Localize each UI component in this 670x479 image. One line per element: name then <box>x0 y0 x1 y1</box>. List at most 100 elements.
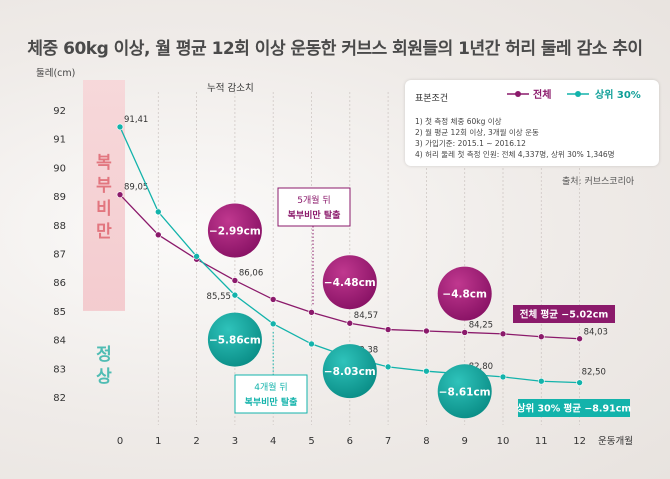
average-badge-total <box>513 305 615 323</box>
reduction-bubble-total <box>322 255 377 310</box>
x-tick-label: 2 <box>193 436 199 447</box>
zone-obese-label: 만 <box>96 222 112 242</box>
data-point-total <box>461 329 469 336</box>
callout-line-1: 5개월 뒤 <box>297 194 330 206</box>
data-point-total <box>537 333 545 341</box>
x-tick-label: 7 <box>385 436 391 447</box>
sample-info-box: 표본조건 전체 상위 30% 1) 첫 측정 체중 60kg 이상 2) 월 평… <box>405 80 659 166</box>
data-point-top30 <box>499 373 507 381</box>
data-point-total <box>423 327 430 335</box>
reduction-bubble-label: −4.8cm <box>442 289 487 301</box>
zone-normal-label: 상 <box>96 367 112 387</box>
reduction-bubble-label: −5.86cm <box>209 335 261 347</box>
data-label-total: 86,06 <box>239 268 263 278</box>
average-label: 전체 평균 −5.02cm <box>520 309 609 321</box>
x-tick-label: 3 <box>232 436 238 447</box>
data-label-top30: 85,55 <box>207 292 231 302</box>
zone-obese-label: 비 <box>96 199 112 219</box>
x-tick-label: 9 <box>462 436 468 447</box>
callout-line-2: 복부비만 탈출 <box>288 209 341 221</box>
x-tick-label: 6 <box>347 436 353 447</box>
reduction-bubble-label: −8.03cm <box>324 366 376 378</box>
data-point-total <box>346 319 354 327</box>
reduction-bubble-top30 <box>207 312 262 367</box>
sample-line-4: 4) 허리 둘레 첫 측정 인원: 전체 4,337명, 상위 30% 1,34… <box>415 150 615 159</box>
y-tick-label: 91 <box>53 135 66 146</box>
zone-obese-label: 부 <box>96 176 112 196</box>
zone-normal-label: 정 <box>96 345 112 365</box>
x-tick-label: 0 <box>117 436 123 447</box>
y-tick-label: 84 <box>53 336 66 347</box>
y-axis-label: 둘레(cm) <box>36 68 75 79</box>
data-point-top30 <box>576 379 583 386</box>
zone-obese-label: 복 <box>96 153 112 173</box>
callout-line-2: 복부비만 탈출 <box>245 396 298 408</box>
x-tick-label: 4 <box>270 436 276 447</box>
data-point-total <box>384 326 392 333</box>
data-point-top30 <box>116 123 124 131</box>
reduction-bubble-label: −8.61cm <box>439 386 491 398</box>
data-point-total <box>499 330 507 338</box>
data-point-total <box>308 309 315 316</box>
y-tick-label: 86 <box>53 278 66 289</box>
x-tick-label: 12 <box>573 436 586 447</box>
data-point-total <box>231 277 239 284</box>
reduction-bubble-label: −4.48cm <box>324 277 376 289</box>
y-tick-label: 83 <box>53 364 66 375</box>
reduction-bubble-label: −2.99cm <box>209 226 261 238</box>
data-point-top30 <box>423 367 430 375</box>
data-label-total: 89,05 <box>124 183 148 193</box>
data-label-total: 84,25 <box>469 320 493 330</box>
data-point-top30 <box>537 377 545 385</box>
data-label-total: 84,03 <box>584 328 608 338</box>
y-tick-label: 88 <box>53 221 66 232</box>
reduction-bubble-top30 <box>322 344 377 399</box>
legend-label-top30: 상위 30% <box>595 90 641 101</box>
sample-line-1: 1) 첫 측정 체중 60kg 이상 <box>415 117 502 126</box>
sample-line-2: 2) 월 평균 12회 이상, 3개월 이상 운동 <box>415 128 539 137</box>
x-tick-label: 10 <box>497 436 510 447</box>
y-tick-label: 92 <box>53 106 66 117</box>
data-label-total: 84,57 <box>354 311 378 321</box>
cumulative-label: 누적 감소치 <box>207 82 254 94</box>
y-tick-label: 90 <box>53 163 66 174</box>
reduction-bubble-top30 <box>437 364 492 419</box>
data-point-total <box>116 191 124 198</box>
source-label: 출처: 커브스코리아 <box>562 177 635 187</box>
data-point-top30 <box>384 363 392 371</box>
x-tick-label: 8 <box>423 436 429 447</box>
average-label: 상위 30% 평균 −8.91cm <box>517 403 632 415</box>
data-label-top30: 91,41 <box>124 115 148 125</box>
data-point-top30 <box>231 291 239 299</box>
y-tick-label: 89 <box>53 192 66 203</box>
legend-label-total: 전체 <box>533 90 552 101</box>
reduction-bubble-total <box>437 266 492 321</box>
sample-line-3: 3) 가입기준: 2015.1 ~ 2016.12 <box>415 139 526 148</box>
data-label-top30: 82,50 <box>582 368 606 378</box>
sample-heading: 표본조건 <box>415 94 449 104</box>
reduction-bubble-total <box>207 203 262 258</box>
chart-title: 체중 60kg 이상, 월 평균 12회 이상 운동한 커브스 회원들의 1년간… <box>27 39 643 59</box>
y-tick-label: 82 <box>53 393 66 404</box>
y-tick-label: 85 <box>53 307 66 318</box>
x-tick-label: 11 <box>535 436 548 447</box>
legend-marker-top30 <box>575 91 581 97</box>
y-tick-label: 87 <box>53 250 66 261</box>
data-point-top30 <box>269 320 277 328</box>
x-tick-label: 5 <box>308 436 314 447</box>
data-point-top30 <box>193 253 200 260</box>
callout-box-top30 <box>234 374 308 414</box>
x-tick-label: 1 <box>155 436 161 447</box>
data-label-top30: 82,80 <box>469 362 493 372</box>
legend-marker-total <box>515 91 521 97</box>
legend <box>507 91 589 97</box>
x-axis-label: 운동개월 <box>598 435 633 447</box>
data-point-total <box>269 296 277 303</box>
data-point-top30 <box>308 340 315 348</box>
callout-box-total <box>277 187 351 227</box>
data-point-top30 <box>155 208 162 216</box>
average-badge-top30 <box>518 399 630 417</box>
data-point-total <box>576 335 583 343</box>
